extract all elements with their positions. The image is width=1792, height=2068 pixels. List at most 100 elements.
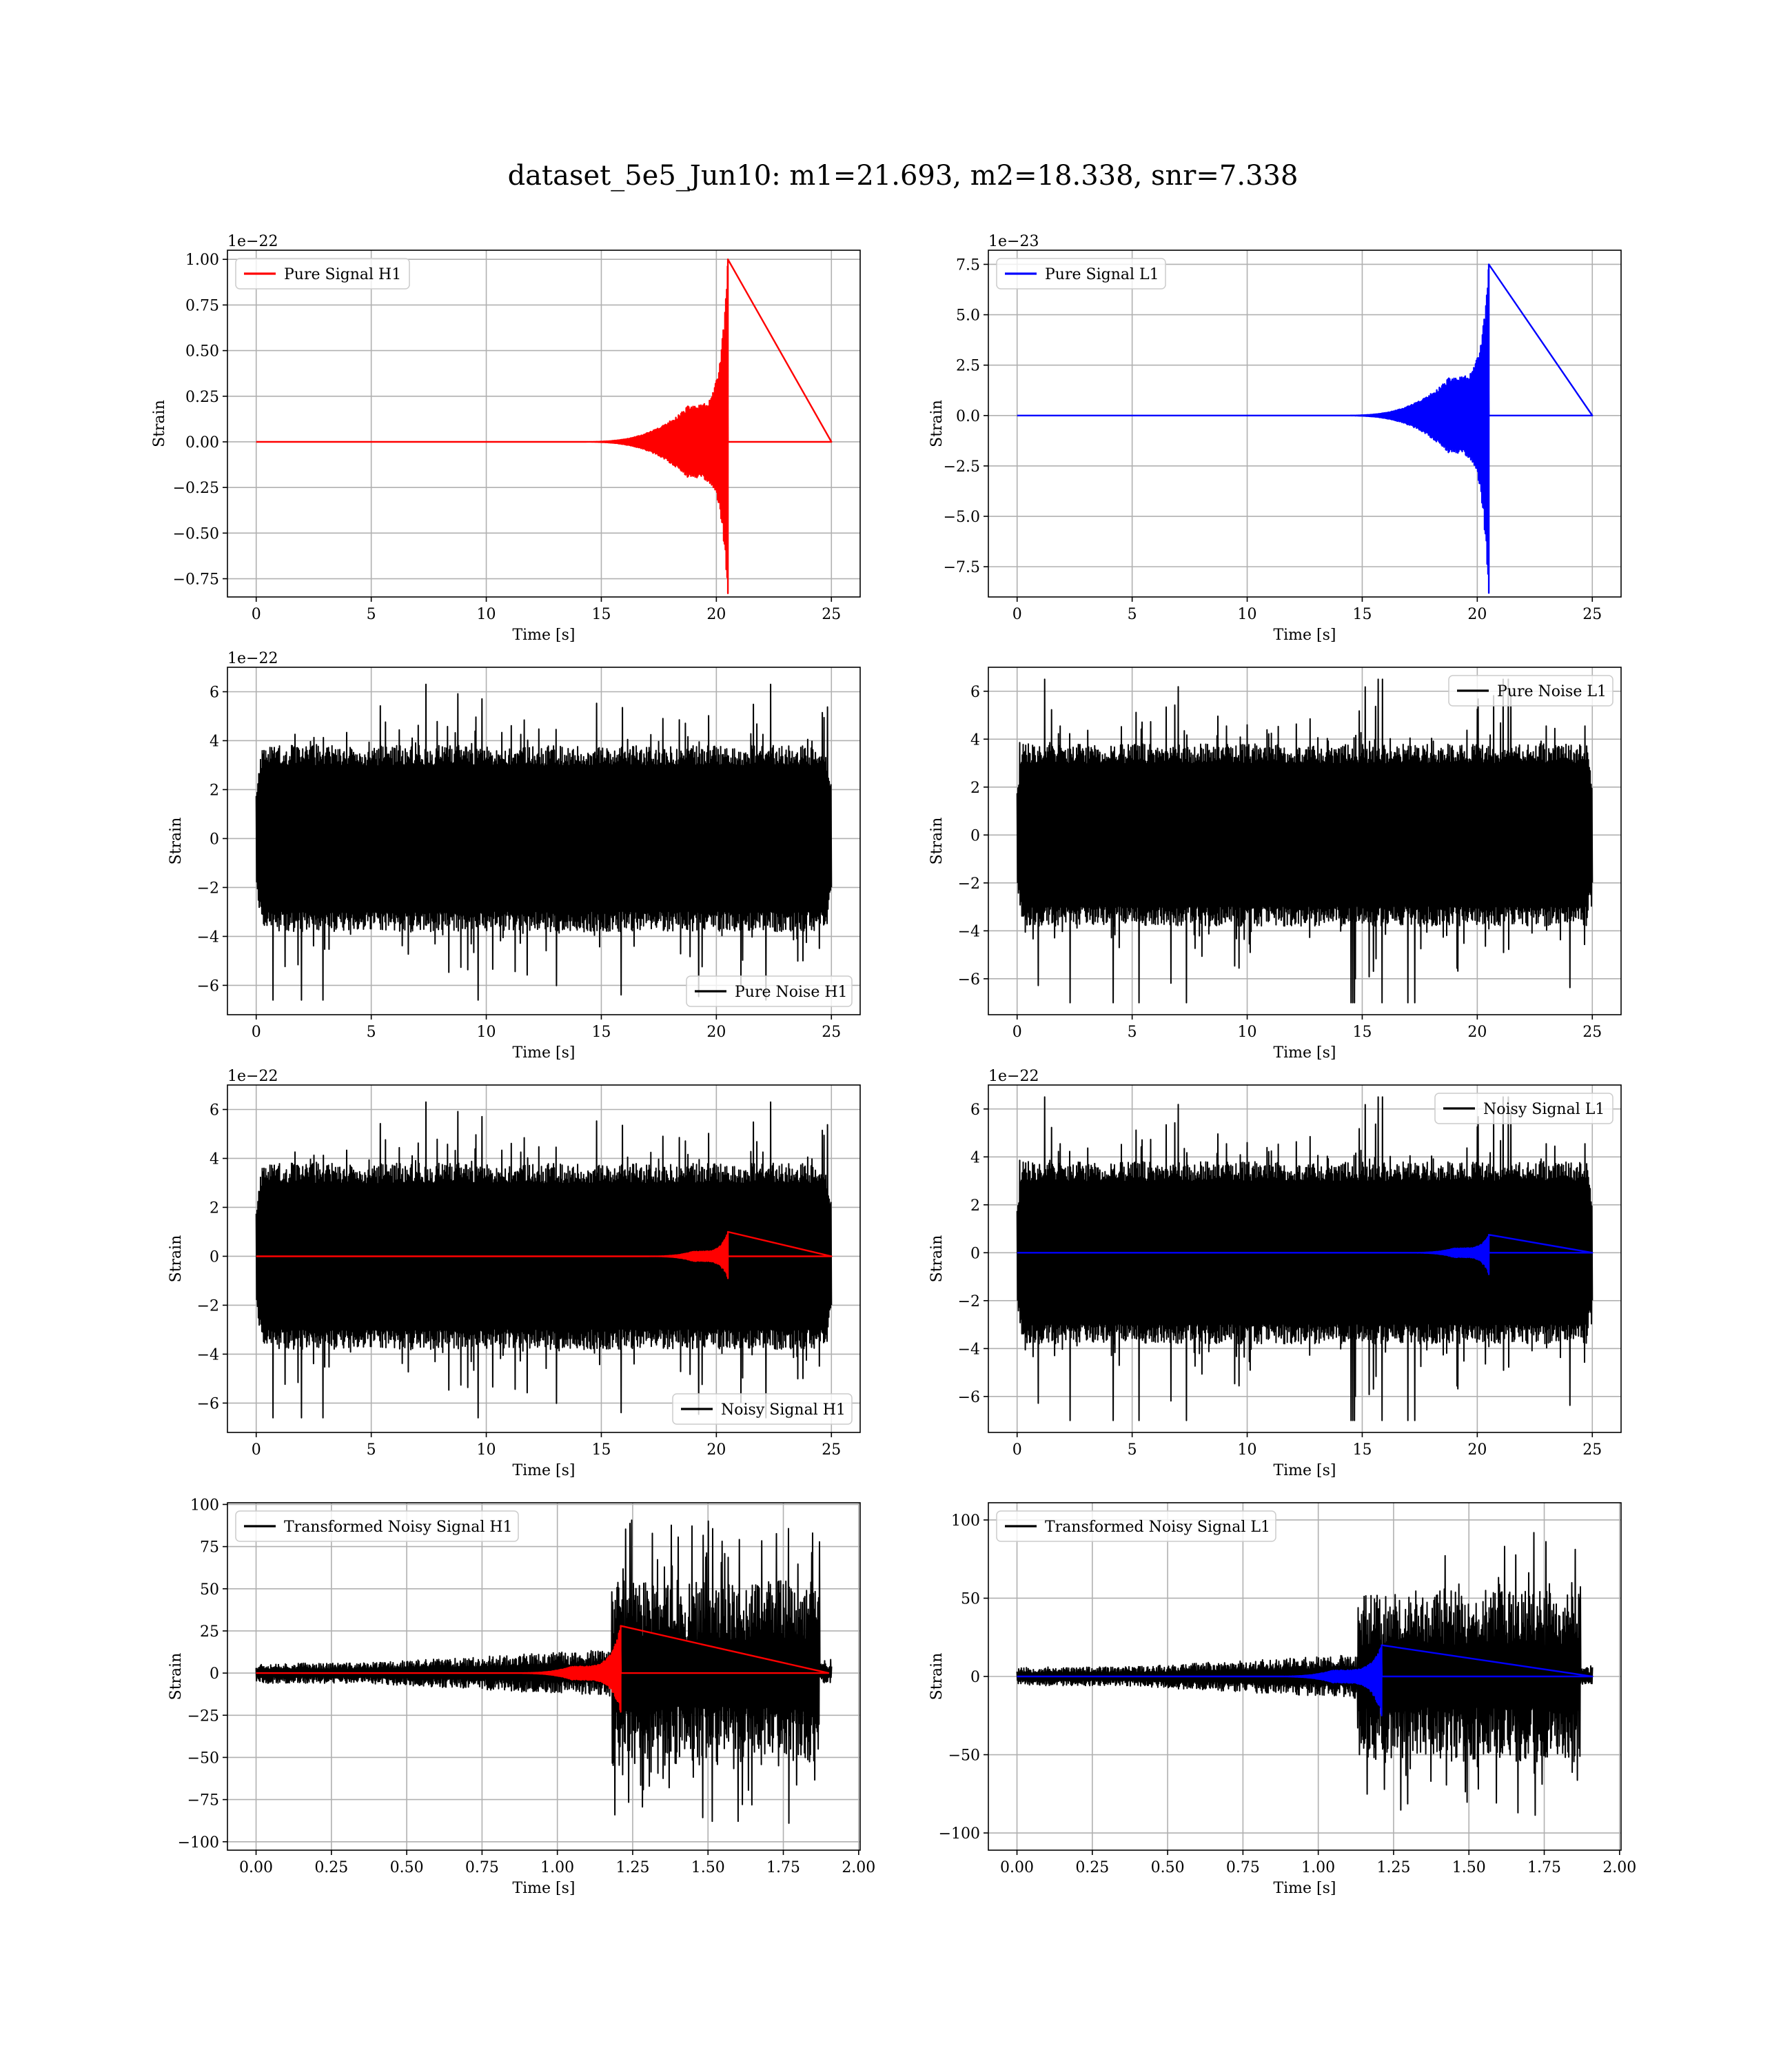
y-tick-label: 2.5 xyxy=(956,358,980,375)
x-tick-label: 25 xyxy=(1582,1441,1602,1459)
x-tick-label: 0 xyxy=(1012,1024,1022,1041)
y-tick-label: −75 xyxy=(187,1792,219,1810)
y-tick-label: 2 xyxy=(970,1197,980,1215)
legend-label: Pure Signal H1 xyxy=(284,266,401,283)
y-tick-label: 0 xyxy=(970,827,980,844)
x-axis-label: Time [s] xyxy=(512,1462,575,1479)
axes-frame xyxy=(227,1502,861,1851)
offset-text: 1e−22 xyxy=(227,650,278,667)
x-tick-label: 2.00 xyxy=(1602,1859,1636,1876)
series-line-noisy-signal-l1 xyxy=(1016,1096,1594,1421)
y-tick-label: −5.0 xyxy=(944,509,980,526)
x-tick-label: 10 xyxy=(477,606,496,623)
legend-box xyxy=(996,1510,1276,1542)
x-axis-label: Time [s] xyxy=(1273,1044,1336,1062)
axes-frame xyxy=(988,250,1622,598)
y-tick-label: 4 xyxy=(210,733,219,750)
x-tick-label: 15 xyxy=(1352,1024,1372,1041)
legend-label: Pure Noise H1 xyxy=(735,984,848,1001)
axes-frame xyxy=(227,667,861,1015)
subplot-row3-left: 0 5 10 15 20 25 −6 −4 −2 0 2 4 6 1e−22 Time [s] Strain N… xyxy=(167,1068,861,1479)
y-axis-label: Strain xyxy=(928,818,946,865)
y-tick-label: −7.5 xyxy=(944,559,980,576)
legend: Transformed Noisy Signal L1 xyxy=(996,1510,1276,1542)
x-axis-label: Time [s] xyxy=(1273,1880,1336,1897)
legend: Noisy Signal H1 xyxy=(672,1393,853,1425)
y-tick-label: 0.25 xyxy=(185,389,219,406)
y-tick-label: −0.75 xyxy=(173,571,219,589)
x-tick-label: 20 xyxy=(706,1024,726,1041)
x-tick-label: 25 xyxy=(822,1024,841,1041)
x-tick-label: 10 xyxy=(1238,606,1257,623)
legend: Pure Signal H1 xyxy=(235,258,410,290)
legend: Pure Signal L1 xyxy=(996,258,1166,290)
series-group xyxy=(1017,263,1594,594)
y-tick-label: 0 xyxy=(210,1248,219,1266)
x-tick-label: 5 xyxy=(367,606,376,623)
x-tick-label: 15 xyxy=(591,1024,611,1041)
series-line-overlay-1 xyxy=(256,1230,833,1279)
x-tick-label: 1.00 xyxy=(540,1859,574,1876)
y-tick-label: 6 xyxy=(210,684,219,701)
y-axis-label: Strain xyxy=(167,818,185,865)
y-tick-label: −6 xyxy=(958,1389,980,1406)
x-axis-label: Time [s] xyxy=(512,627,575,644)
subplot-row1-left: 0 5 10 15 20 25 −0.75 −0.50 −0.25 0.00 0.25 0.50 0.7… xyxy=(151,233,861,644)
y-tick-label: 2 xyxy=(210,782,219,799)
y-tick-label: 0.75 xyxy=(185,297,219,314)
legend: Transformed Noisy Signal H1 xyxy=(235,1510,519,1542)
subplot-row4-left: 0.00 0.25 0.50 0.75 1.00 1.25 1.50 1.75 2.00 −100… xyxy=(167,1497,875,1897)
y-tick-label: −2.5 xyxy=(944,458,980,476)
y-axis-label: Strain xyxy=(167,1235,185,1283)
x-tick-label: 5 xyxy=(1128,1441,1137,1459)
y-tick-label: −4 xyxy=(197,929,219,946)
legend-box xyxy=(1434,1093,1613,1124)
y-tick-label: 75 xyxy=(200,1539,219,1557)
y-tick-label: 0.50 xyxy=(185,343,219,361)
y-axis-label: Strain xyxy=(928,400,946,447)
series-line-overlay-1 xyxy=(1017,1234,1594,1275)
legend: Pure Noise L1 xyxy=(1448,675,1613,707)
y-tick-label: −25 xyxy=(187,1707,219,1725)
y-tick-label: 4 xyxy=(210,1150,219,1168)
x-tick-label: 1.25 xyxy=(615,1859,649,1876)
legend: Noisy Signal L1 xyxy=(1434,1093,1613,1124)
axes-frame xyxy=(227,250,861,598)
x-tick-label: 0.25 xyxy=(1075,1859,1109,1876)
y-tick-label: −50 xyxy=(187,1750,219,1767)
y-tick-label: −4 xyxy=(958,923,980,940)
y-tick-label: 100 xyxy=(190,1497,219,1514)
x-tick-label: 1.50 xyxy=(1452,1859,1486,1876)
legend-box xyxy=(235,258,410,290)
y-tick-label: 2 xyxy=(210,1199,219,1217)
legend-label: Pure Signal L1 xyxy=(1045,266,1159,283)
x-tick-label: 0.00 xyxy=(1000,1859,1034,1876)
y-tick-label: 25 xyxy=(200,1623,219,1641)
x-tick-label: 5 xyxy=(367,1441,376,1459)
x-tick-label: 20 xyxy=(706,606,726,623)
y-tick-label: 100 xyxy=(951,1512,980,1530)
y-tick-label: 0.0 xyxy=(956,408,980,425)
x-tick-label: 10 xyxy=(1238,1441,1257,1459)
legend-label: Transformed Noisy Signal L1 xyxy=(1045,1519,1270,1536)
series-line-transformed-noisy-signal-l1 xyxy=(1016,1532,1594,1816)
y-tick-label: −4 xyxy=(958,1341,980,1358)
x-tick-label: 1.75 xyxy=(766,1859,800,1876)
x-tick-label: 1.25 xyxy=(1376,1859,1410,1876)
subplot-row4-right: 0.00 0.25 0.50 0.75 1.00 1.25 1.50 1.75 2.00 −100… xyxy=(928,1502,1636,1897)
series-group xyxy=(1016,678,1594,1004)
x-tick-label: 10 xyxy=(477,1024,496,1041)
axes-frame xyxy=(988,1084,1622,1433)
x-tick-label: 5 xyxy=(1128,606,1137,623)
x-tick-label: 10 xyxy=(1238,1024,1257,1041)
x-tick-label: 0.75 xyxy=(465,1859,499,1876)
x-tick-label: 0 xyxy=(1012,1441,1022,1459)
subplot-row2-left: 0 5 10 15 20 25 −6 −4 −2 0 2 4 6 1e−22 Time [s] Strain P… xyxy=(167,650,861,1062)
y-tick-label: −2 xyxy=(197,880,219,897)
x-tick-label: 1.75 xyxy=(1527,1859,1561,1876)
x-tick-label: 20 xyxy=(706,1441,726,1459)
series-line-pure-noise-l1 xyxy=(1016,678,1594,1004)
x-axis-label: Time [s] xyxy=(1273,627,1336,644)
series-line-pure-noise-h1 xyxy=(255,683,833,1001)
y-tick-label: −2 xyxy=(958,1293,980,1310)
